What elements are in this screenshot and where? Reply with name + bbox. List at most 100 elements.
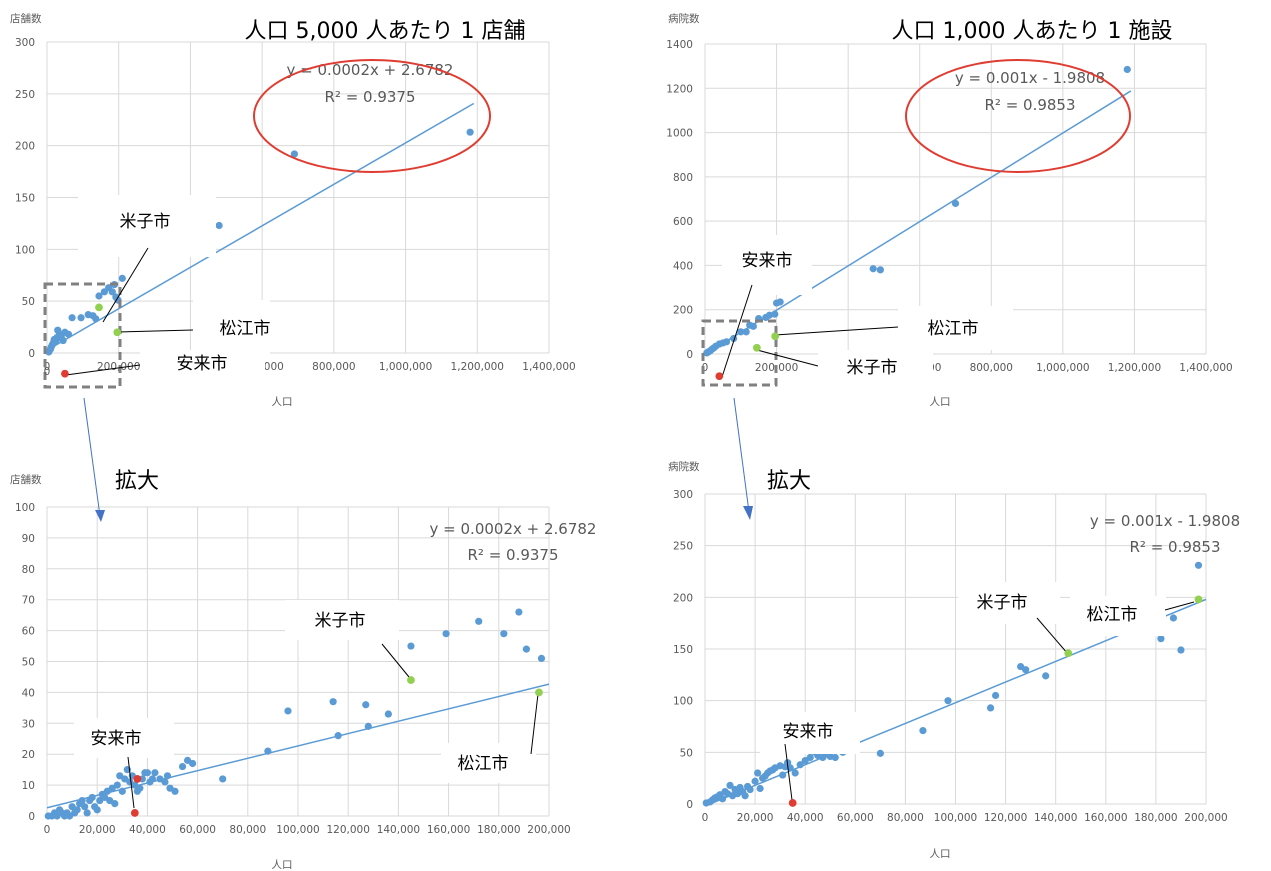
chart-1: 0501001502002503000200,000400,000600,000…	[10, 12, 576, 408]
callout-matsue: 松江市	[1087, 605, 1138, 625]
x-tick-label: 160,000	[1084, 812, 1127, 824]
callout-leader	[381, 643, 410, 678]
x-tick-label: 140,000	[377, 824, 420, 836]
chart-3: 0 10 20 30 40 50 60 70 80 90 100 0 20,000 40,000 60,00…	[10, 473, 571, 871]
callout-leader	[530, 693, 539, 755]
callout-leader	[65, 364, 141, 376]
x-tick-label: 0	[44, 361, 51, 373]
y-axis-title: 店舗数	[10, 12, 42, 25]
data-point	[136, 784, 144, 792]
trendline	[46, 102, 475, 351]
callout-leader	[756, 349, 819, 367]
zoom-arrowhead	[743, 506, 753, 520]
y-tick-label: 50	[22, 657, 35, 669]
x-tick-label: 200,000	[1184, 812, 1227, 824]
callout-leader	[127, 756, 135, 809]
data-point	[1042, 672, 1050, 680]
highlight-point-top	[535, 688, 543, 697]
callout-box-yonago	[958, 582, 1060, 624]
data-point	[93, 806, 101, 814]
x-tick-label: 40,000	[787, 812, 824, 824]
data-point	[78, 796, 86, 805]
y-tick-label: 0	[686, 799, 693, 811]
data-point	[163, 772, 172, 780]
y-tick-label: 80	[22, 564, 35, 576]
y-tick-label: 800	[673, 172, 693, 184]
y-tick-label: 100	[15, 502, 35, 514]
chart-title: 人口 1,000 人あたり 1 施設	[892, 19, 1173, 44]
y-tick-label: 200	[673, 592, 693, 604]
highlight-point-top	[131, 809, 139, 817]
data-point	[334, 732, 342, 740]
r-squared: R² = 0.9853	[1129, 538, 1220, 556]
data-point	[749, 322, 757, 330]
r-squared: R² = 0.9375	[467, 546, 558, 564]
callout-leader	[1164, 601, 1195, 611]
trendline	[704, 90, 1132, 356]
y-tick-label: 300	[15, 37, 35, 49]
highlight-ellipse	[905, 59, 1131, 173]
data-point	[59, 336, 67, 345]
data-point	[475, 617, 483, 625]
callout-matsue: 松江市	[220, 319, 271, 339]
data-point	[215, 221, 223, 230]
x-tick-label: 120,000	[984, 812, 1027, 824]
y-tick-label: 250	[15, 89, 35, 101]
y-tick-label: 250	[673, 541, 693, 553]
data-point	[118, 274, 126, 282]
data-point	[944, 697, 952, 705]
x-tick-label: 800,000	[970, 362, 1013, 374]
y-tick-label: 50	[680, 747, 693, 759]
y-tick-label: 30	[22, 718, 35, 730]
data-point	[765, 311, 774, 319]
data-point	[1022, 666, 1030, 674]
y-tick-label: 600	[673, 216, 693, 228]
highlight-point-top	[95, 303, 103, 312]
r-squared: R² = 0.9853	[984, 96, 1075, 114]
highlight-point-top	[1064, 649, 1073, 657]
x-tick-label: 0	[44, 824, 51, 836]
callout-box-matsue	[1070, 596, 1166, 636]
x-tick-label: 140,000	[1034, 812, 1077, 824]
x-tick-label: 20,000	[79, 824, 116, 836]
data-point	[264, 747, 272, 755]
callout-yonago: 米子市	[315, 611, 366, 631]
data-point	[83, 809, 91, 817]
data-point	[81, 803, 89, 811]
data-point	[751, 777, 759, 785]
callout-yonago: 米子市	[120, 212, 171, 232]
data-point	[171, 787, 179, 795]
data-point	[88, 793, 96, 802]
data-point	[77, 314, 85, 322]
data-point	[869, 265, 877, 273]
r-squared: R² = 0.9375	[324, 88, 415, 106]
y-tick-label: 100	[673, 696, 693, 708]
data-point	[161, 778, 169, 786]
y-tick-label: 0	[686, 349, 693, 361]
data-point	[991, 691, 1000, 700]
y-tick-label: 60	[22, 626, 35, 638]
highlight-point-top	[788, 799, 797, 807]
data-point	[284, 707, 292, 715]
x-tick-label: 1,200,000	[1108, 362, 1161, 374]
zoom-arrowhead	[95, 510, 105, 522]
data-point	[329, 698, 337, 706]
callout-yasugi: 安来市	[783, 722, 834, 742]
x-tick-label: 40,000	[129, 824, 166, 836]
highlight-point-top	[753, 344, 761, 352]
x-axis-title: 人口	[272, 859, 293, 871]
data-point	[384, 710, 392, 718]
data-point	[742, 328, 750, 336]
data-point	[796, 761, 804, 769]
data-point	[756, 784, 764, 793]
zoom-arrow	[733, 397, 750, 513]
data-point	[771, 310, 779, 318]
y-axis-title: 店舗数	[10, 473, 42, 486]
callout-box-yonago	[78, 195, 216, 257]
highlight-point-top	[1194, 595, 1203, 604]
trend-equation: y = 0.001x - 1.9808	[1090, 512, 1240, 530]
data-point	[108, 288, 116, 296]
y-tick-label: 200	[15, 141, 35, 153]
data-point	[876, 266, 884, 274]
